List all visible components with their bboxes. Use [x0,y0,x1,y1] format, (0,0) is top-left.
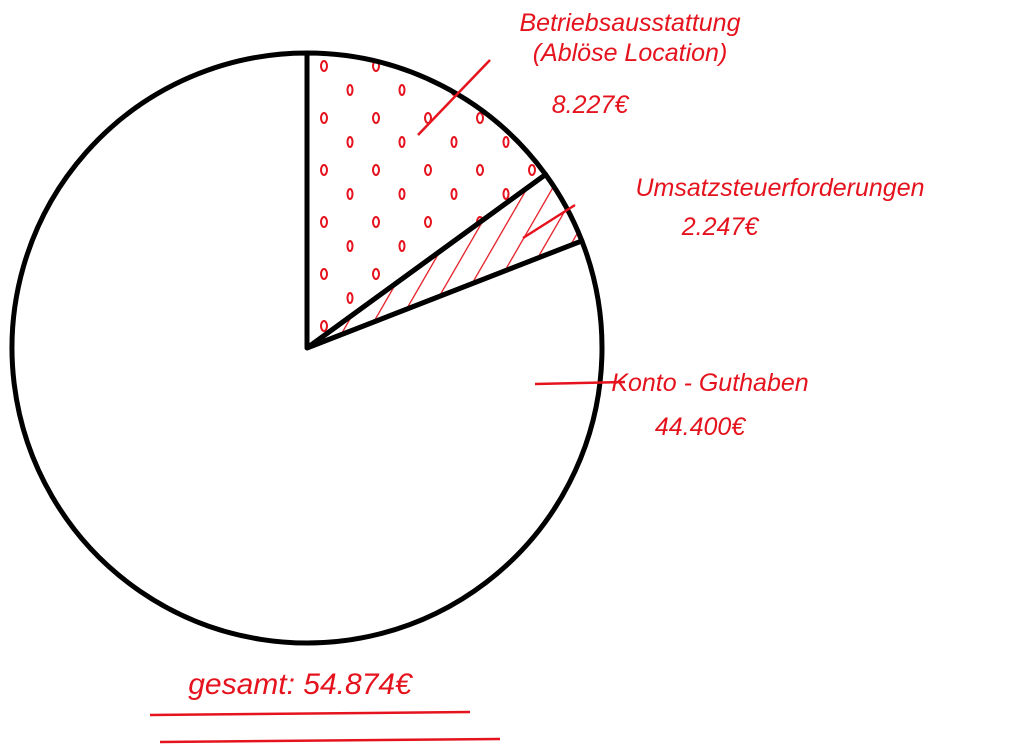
leader-line [417,59,491,136]
total-label: gesamt: 54.874€ [188,668,412,701]
pie-slice [304,50,549,351]
slice-label: 8.227€ [551,91,629,119]
underline [159,737,501,744]
slice-label: Betriebsausstattung (Ablöse Location) [519,9,741,67]
pie-slice [9,50,605,646]
slice-label: 2.247€ [681,213,759,241]
slice-label: Umsatzsteuerforderungen [635,174,925,202]
underline [149,710,471,717]
leader-line [522,203,576,240]
leader-lines [149,59,626,744]
leader-line [534,380,626,386]
slice-label: 44.400€ [654,413,746,441]
slice-label: Konto - Guthaben [611,369,809,397]
